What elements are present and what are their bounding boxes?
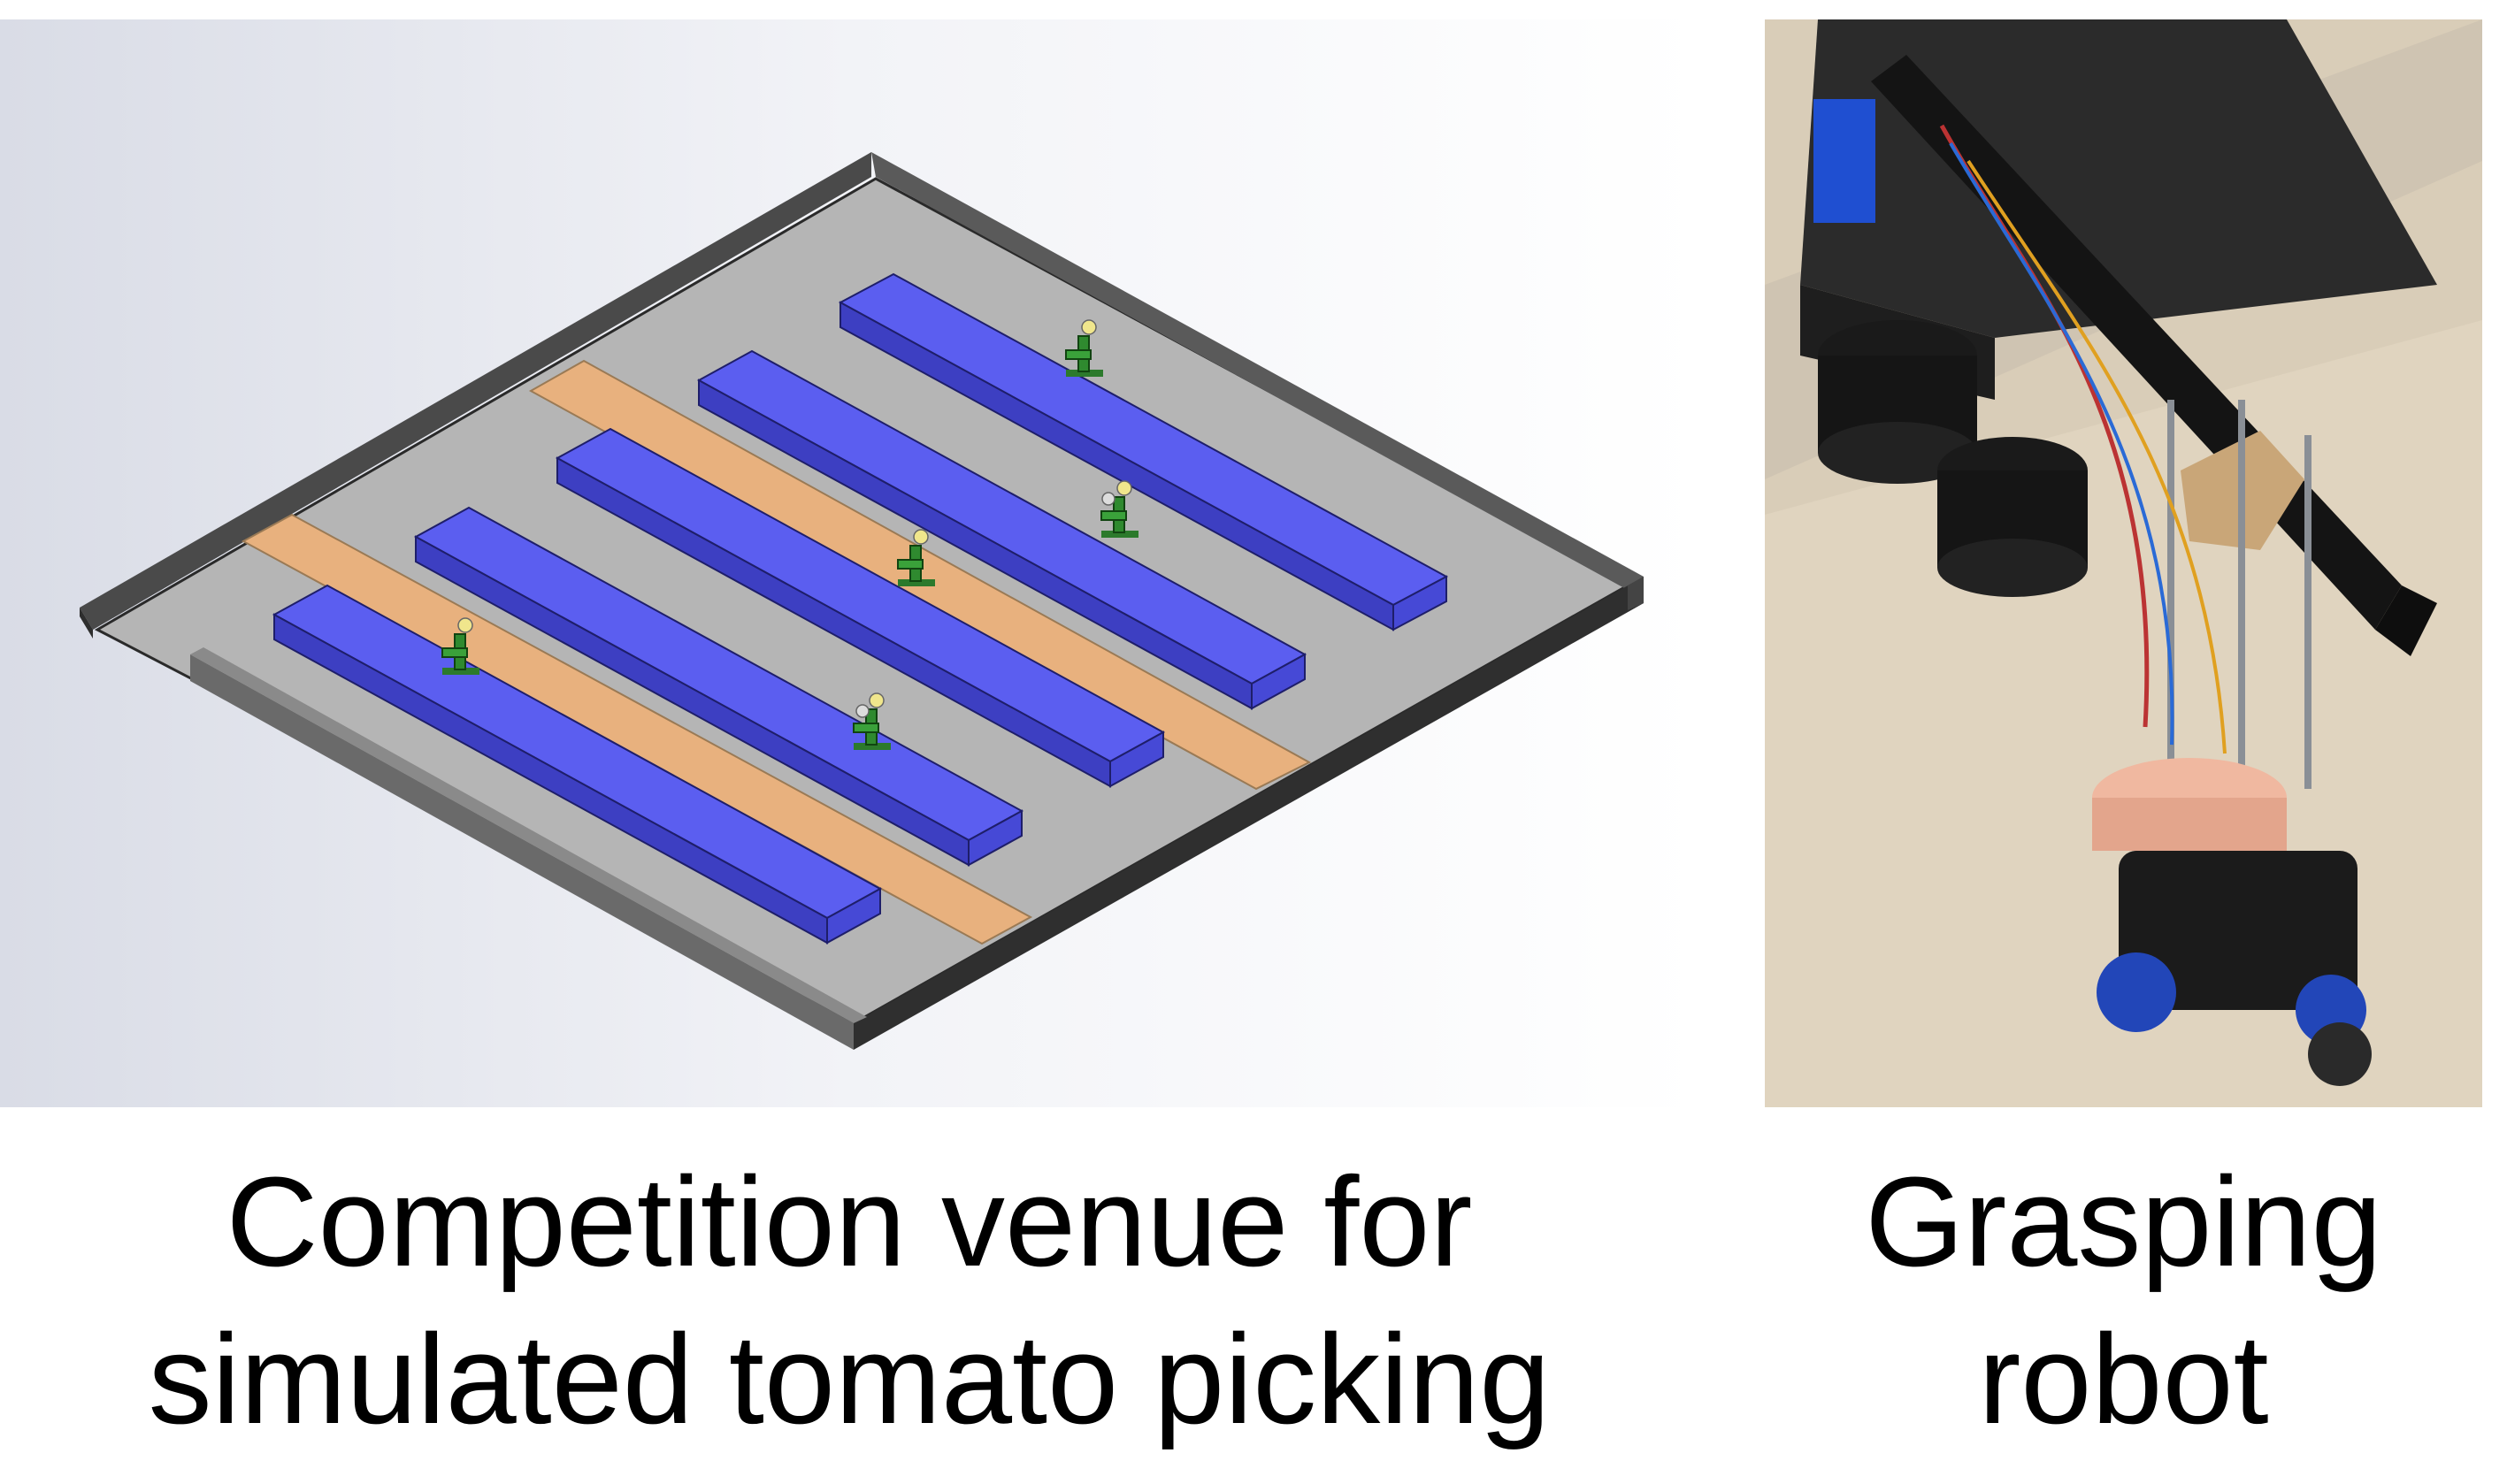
robot-chassis	[2119, 851, 2358, 1010]
ridge-2	[555, 427, 1166, 788]
ridge-3	[696, 349, 1307, 710]
tomato-plant-5	[1065, 319, 1103, 377]
tomato-plant-2	[853, 692, 891, 750]
caption-venue-line1: Competition venue for	[226, 1151, 1473, 1293]
venue-wall-back-left	[80, 152, 871, 630]
table-block	[1800, 19, 2437, 338]
robot-wheel-left	[2097, 952, 2176, 1032]
tomato-plant-3	[897, 529, 935, 586]
caption-robot-line1: Grasping	[1865, 1151, 2382, 1293]
caption-venue: Competition venue for simulated tomato p…	[0, 1159, 1698, 1473]
venue-wall-back-right	[871, 152, 1644, 599]
ridge-0	[272, 584, 883, 945]
tomato-plant-4	[1100, 480, 1138, 538]
caption-robot-line2: robot	[1978, 1308, 2269, 1450]
venue-wall-front-left	[190, 654, 854, 1050]
grasping-robot-photo	[1765, 19, 2482, 1107]
competition-venue-render	[0, 19, 1698, 1107]
blue-clamp	[1813, 99, 1875, 223]
venue-wall-front-right	[854, 577, 1644, 1050]
ridge-1	[413, 506, 1024, 867]
ridge-4	[838, 272, 1449, 631]
caption-robot: Grasping robot	[1765, 1159, 2482, 1473]
tomato-plant-1	[441, 617, 479, 675]
caption-venue-line2: simulated tomato picking	[148, 1308, 1551, 1450]
